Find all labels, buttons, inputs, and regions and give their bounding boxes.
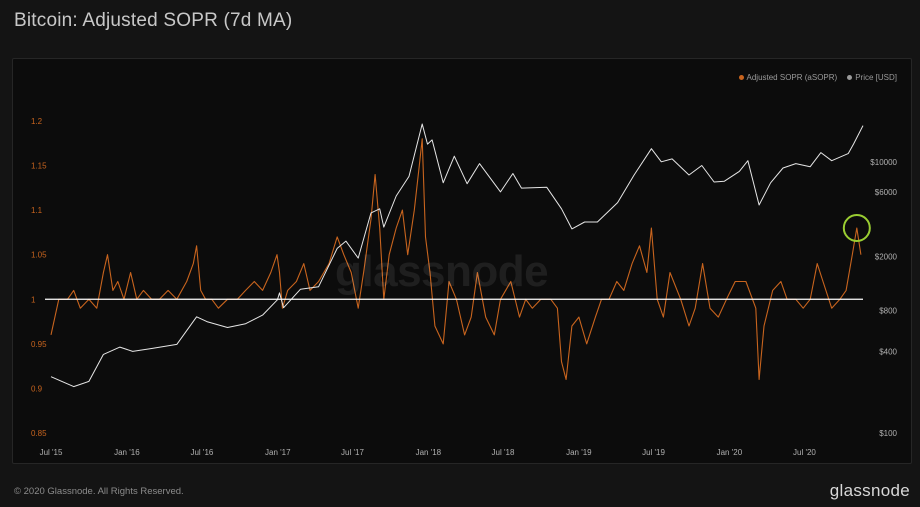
legend-item-price[interactable]: Price [USD] (847, 73, 897, 82)
left-axis-tick-label: 1.05 (31, 251, 47, 260)
x-axis-tick-label: Jul '15 (40, 448, 63, 457)
left-axis-tick-label: 0.9 (31, 384, 43, 393)
x-axis-tick-label: Jan '18 (416, 448, 442, 457)
left-axis-tick-label: 1.2 (31, 117, 43, 126)
left-axis-tick-label: 1.15 (31, 162, 47, 171)
left-axis-tick-label: 1.1 (31, 206, 43, 215)
legend-label-price: Price [USD] (855, 73, 897, 82)
right-axis-tick-label: $2000 (875, 253, 898, 262)
right-axis-tick-label: $10000 (870, 158, 897, 167)
series-line-sopr (50, 138, 862, 381)
x-axis-tick-label: Jul '16 (190, 448, 213, 457)
x-axis-tick-label: Jul '18 (492, 448, 515, 457)
left-axis-tick-label: 0.85 (31, 429, 47, 438)
chart-title: Bitcoin: Adjusted SOPR (7d MA) (14, 10, 293, 31)
chart-svg: 0.85 0.9 0.95 1 1.05 1.1 1.15 1.2 $100 $400 $800 $2… (31, 117, 898, 457)
legend-dot-price (847, 75, 853, 80)
legend-label-sopr: Adjusted SOPR (aSOPR) (746, 73, 838, 82)
chart-watermark: glassnode (335, 247, 549, 296)
chart-panel: 0.85 0.9 0.95 1 1.05 1.1 1.15 1.2 $100 $400 $800 $2… (12, 58, 912, 464)
left-axis-tick-label: 0.95 (31, 340, 47, 349)
x-axis-tick-label: Jan '17 (265, 448, 291, 457)
chart-legend: Adjusted SOPR (aSOPR) Price [USD] (738, 73, 897, 82)
left-axis-tick-label: 1 (31, 295, 36, 304)
x-axis-tick-label: Jan '16 (114, 448, 140, 457)
x-axis-tick-label: Jan '20 (717, 448, 743, 457)
copyright-text: © 2020 Glassnode. All Rights Reserved. (14, 486, 184, 497)
legend-item-sopr[interactable]: Adjusted SOPR (aSOPR) (738, 73, 838, 82)
right-axis-tick-label: $100 (879, 429, 897, 438)
x-axis-tick-label: Jul '17 (341, 448, 364, 457)
right-axis-tick-label: $800 (879, 307, 897, 316)
x-axis-tick-label: Jul '20 (793, 448, 816, 457)
right-axis-tick-label: $6000 (875, 188, 898, 197)
x-axis-tick-label: Jan '19 (566, 448, 592, 457)
highlight-circle (842, 213, 871, 242)
x-axis-tick-label: Jul '19 (642, 448, 665, 457)
brand-logo: glassnode (829, 481, 910, 500)
series-line-price (50, 123, 864, 388)
legend-dot-sopr (738, 75, 744, 80)
right-axis-tick-label: $400 (879, 347, 897, 356)
